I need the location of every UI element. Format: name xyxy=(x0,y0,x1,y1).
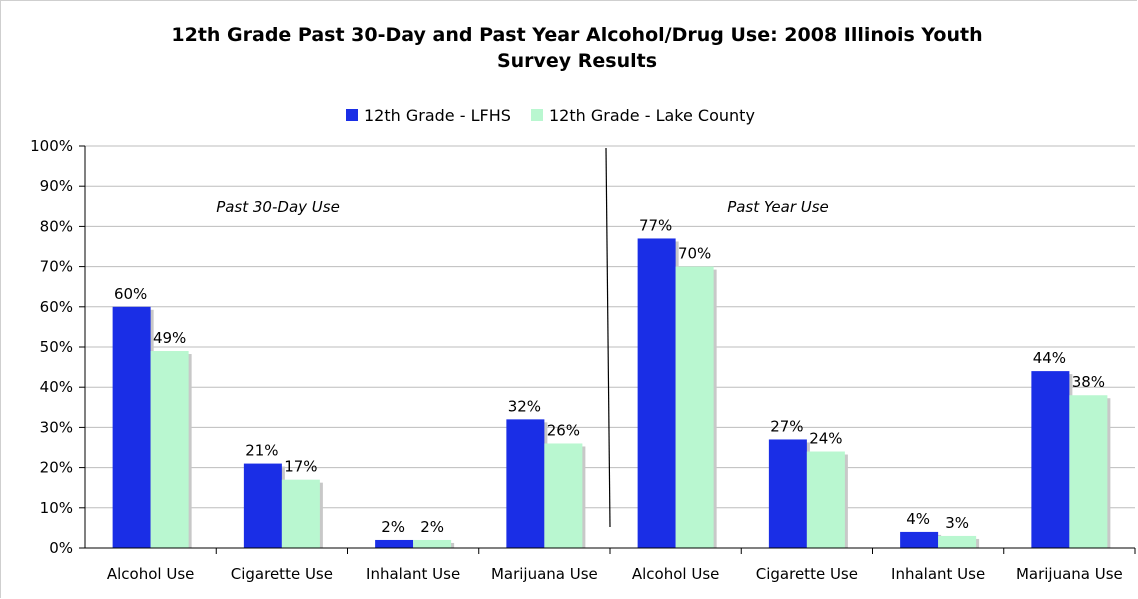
data-label: 2% xyxy=(420,518,444,536)
y-tick-label: 40% xyxy=(40,378,73,396)
data-label: 2% xyxy=(381,518,405,536)
bar-lake-county xyxy=(1069,395,1108,548)
bar-lake-county xyxy=(675,266,714,548)
y-tick-label: 0% xyxy=(49,539,73,557)
data-label: 38% xyxy=(1072,373,1105,391)
x-category-label: Marijuana Use xyxy=(1016,565,1123,583)
bar-lfhs xyxy=(506,419,545,548)
axes: 0% 10% 20% 30% 40% 50% 60% 70% 80% 90% 100% Alcohol… xyxy=(30,137,1136,583)
legend-swatch-lake-county xyxy=(531,109,543,121)
data-label: 32% xyxy=(508,397,541,415)
x-category-label: Cigarette Use xyxy=(756,565,858,583)
y-tick-label: 30% xyxy=(40,418,73,436)
x-category-label: Alcohol Use xyxy=(632,565,720,583)
y-tick-label: 100% xyxy=(30,137,73,155)
x-category-label: Marijuana Use xyxy=(491,565,598,583)
y-tick-label: 60% xyxy=(40,298,73,316)
data-label: 4% xyxy=(906,510,930,528)
section-divider-line xyxy=(605,147,611,528)
bar-lfhs xyxy=(112,306,151,548)
bar-lfhs xyxy=(243,463,282,548)
legend-swatch-lfhs xyxy=(346,109,358,121)
data-label: 26% xyxy=(547,421,580,439)
legend-label-lake-county: 12th Grade - Lake County xyxy=(549,106,755,125)
legend-label-lfhs: 12th Grade - LFHS xyxy=(364,106,511,125)
y-tick-label: 90% xyxy=(40,177,73,195)
data-label: 44% xyxy=(1033,349,1066,367)
bar-lake-county xyxy=(413,539,452,548)
data-label: 70% xyxy=(678,245,711,263)
annotation-past-30-day: Past 30-Day Use xyxy=(216,198,340,216)
bar-lake-county xyxy=(938,535,977,548)
bar-lfhs xyxy=(375,539,414,548)
bar-lfhs xyxy=(768,439,807,548)
x-category-label: Cigarette Use xyxy=(231,565,333,583)
annotation-past-year: Past Year Use xyxy=(727,198,829,216)
data-label: 77% xyxy=(639,216,672,234)
data-label: 3% xyxy=(945,514,969,532)
chart-title-line-2: Survey Results xyxy=(497,50,657,72)
bar-lake-county xyxy=(281,479,320,548)
data-label: 49% xyxy=(153,329,186,347)
data-labels: 60% 49% 21% 17% 2% 2% 32% 26% 77% 70% 27% 24% 4% 3% 44… xyxy=(114,216,1105,536)
bar-lfhs xyxy=(900,531,939,548)
chart-title-line-1: 12th Grade Past 30-Day and Past Year Alc… xyxy=(171,24,982,46)
data-label: 60% xyxy=(114,285,147,303)
bar-lake-county xyxy=(806,451,845,548)
y-tick-label: 20% xyxy=(40,459,73,477)
data-label: 24% xyxy=(809,430,842,448)
bar-lfhs xyxy=(637,238,676,548)
bar-lfhs xyxy=(1031,371,1070,548)
x-category-label: Alcohol Use xyxy=(107,565,195,583)
y-tick-label: 70% xyxy=(40,258,73,276)
y-tick-label: 50% xyxy=(40,338,73,356)
y-tick-label: 10% xyxy=(40,499,73,517)
legend: 12th Grade - LFHS 12th Grade - Lake Coun… xyxy=(346,106,755,125)
bars xyxy=(112,238,1111,548)
data-label: 17% xyxy=(284,458,317,476)
bar-lake-county xyxy=(544,443,583,548)
data-label: 27% xyxy=(770,417,803,435)
x-category-label: Inhalant Use xyxy=(366,565,460,583)
bar-lake-county xyxy=(150,351,189,548)
y-tick-label: 80% xyxy=(40,217,73,235)
data-label: 21% xyxy=(245,442,278,460)
x-category-label: Inhalant Use xyxy=(891,565,985,583)
